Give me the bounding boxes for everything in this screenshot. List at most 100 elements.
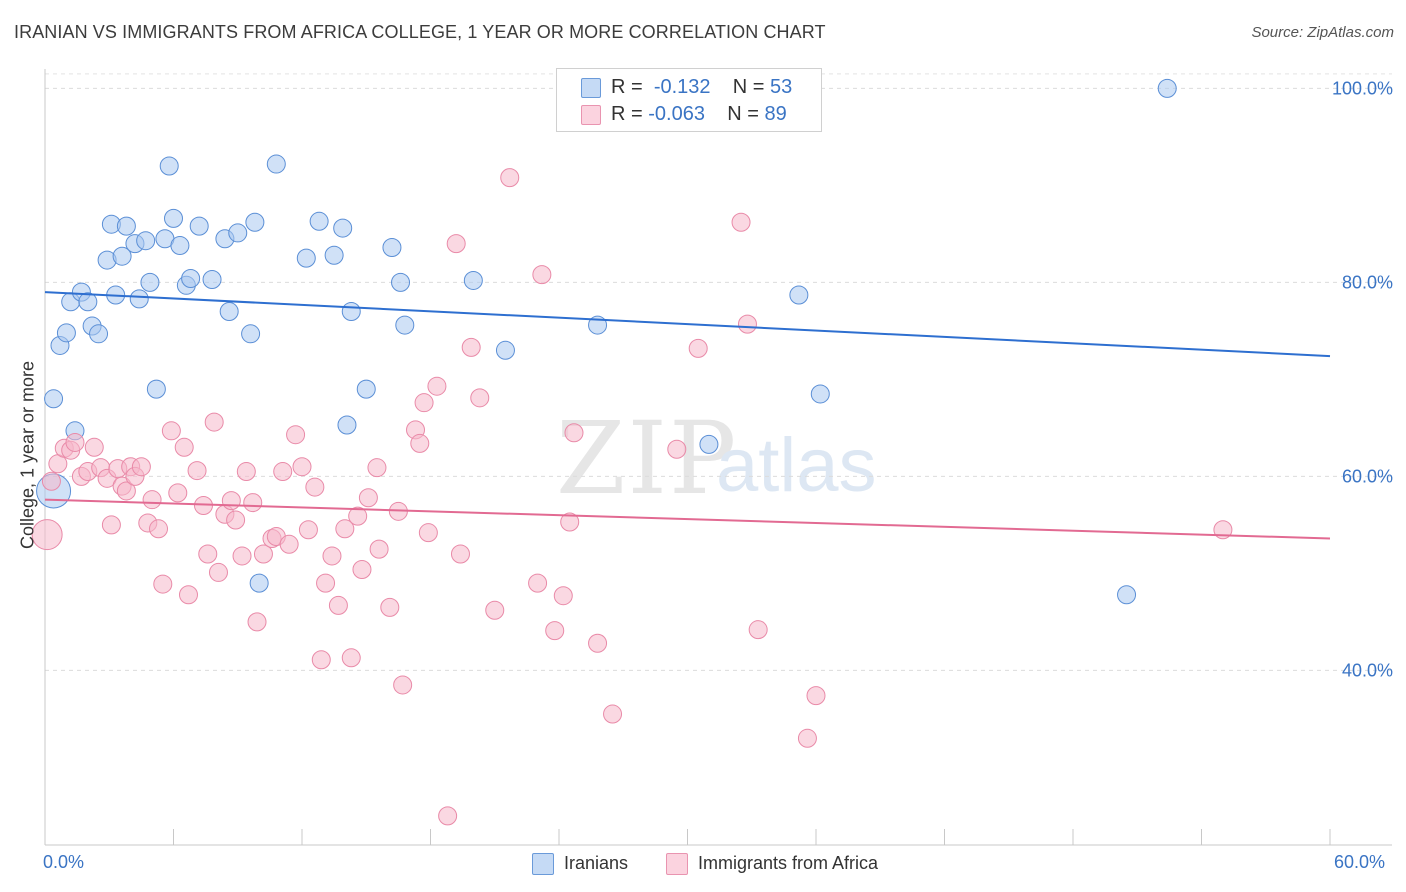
legend-label-iranians: Iranians <box>564 853 629 873</box>
point-africa <box>748 620 768 640</box>
point-iranians <box>810 384 830 404</box>
point-iranians <box>140 272 160 292</box>
point-iranians <box>44 389 64 409</box>
point-africa <box>221 491 241 511</box>
point-africa <box>198 544 218 564</box>
point-africa <box>41 471 61 491</box>
point-africa <box>528 573 548 593</box>
r-value-africa: -0.063 <box>648 103 705 125</box>
y-tick-label: 80.0% <box>1342 272 1393 292</box>
point-africa <box>427 376 447 396</box>
point-iranians <box>382 237 402 257</box>
point-iranians <box>1117 585 1137 605</box>
point-africa <box>341 648 361 668</box>
point-africa <box>84 437 104 457</box>
point-africa <box>797 728 817 748</box>
point-africa <box>208 562 228 582</box>
point-africa <box>273 462 293 482</box>
point-africa <box>603 704 623 724</box>
point-africa <box>178 585 198 605</box>
point-africa <box>316 573 336 593</box>
point-iranians <box>228 223 248 243</box>
point-iranians <box>189 216 209 236</box>
point-africa <box>243 493 263 513</box>
point-africa <box>101 515 121 535</box>
point-africa <box>335 519 355 539</box>
point-africa <box>369 539 389 559</box>
n-label: N = <box>727 103 759 125</box>
point-africa <box>149 519 169 539</box>
point-africa <box>298 520 318 540</box>
point-africa <box>168 483 188 503</box>
n-value-africa: 89 <box>764 103 787 125</box>
point-africa <box>286 425 306 445</box>
point-africa <box>247 612 267 632</box>
point-iranians <box>202 269 222 289</box>
point-africa <box>461 337 481 357</box>
y-tick-label: 60.0% <box>1342 466 1393 486</box>
watermark-atlas: atlas <box>716 423 877 508</box>
point-iranians <box>1157 78 1177 98</box>
point-iranians <box>89 324 109 344</box>
point-africa <box>410 433 430 453</box>
point-africa <box>187 461 207 481</box>
point-iranians <box>170 236 190 256</box>
point-iranians <box>333 218 353 238</box>
point-iranians <box>164 208 183 228</box>
point-africa <box>380 597 400 617</box>
point-africa <box>532 265 552 285</box>
point-africa <box>564 423 584 443</box>
point-africa <box>161 421 181 441</box>
legend-swatch-iranians <box>532 853 554 875</box>
point-iranians <box>245 212 265 232</box>
point-africa <box>311 650 331 670</box>
point-africa <box>688 338 708 358</box>
point-africa <box>292 457 312 477</box>
point-iranians <box>341 302 361 321</box>
point-africa <box>65 432 85 452</box>
point-iranians <box>56 323 76 343</box>
point-africa <box>446 234 466 254</box>
point-africa <box>553 586 573 606</box>
point-iranians <box>391 272 411 292</box>
point-africa <box>737 314 757 334</box>
stats-legend-box: R = -0.132 N = 53 R = -0.063 N = 89 <box>556 68 822 132</box>
point-africa <box>232 546 252 566</box>
point-africa <box>204 412 224 432</box>
point-iranians <box>789 285 809 305</box>
point-africa <box>322 546 342 566</box>
point-africa <box>328 595 348 615</box>
chart-title: IRANIAN VS IMMIGRANTS FROM AFRICA COLLEG… <box>14 22 826 42</box>
point-iranians <box>266 154 286 174</box>
point-africa <box>31 519 63 551</box>
trendline-iranians <box>44 291 1331 358</box>
x-tick-label-max: 60.0% <box>1334 852 1386 872</box>
point-iranians <box>296 248 316 268</box>
point-iranians <box>356 379 376 399</box>
point-africa <box>352 560 372 580</box>
point-iranians <box>241 324 261 344</box>
point-iranians <box>495 340 515 360</box>
point-iranians <box>249 573 269 593</box>
point-africa <box>253 544 273 564</box>
stats-swatch-africa <box>581 105 601 125</box>
point-africa <box>393 675 413 695</box>
point-iranians <box>395 315 415 335</box>
point-iranians <box>463 270 483 290</box>
n-value-iranians: 53 <box>770 76 793 98</box>
point-africa <box>806 686 826 706</box>
chart-source: Source: ZipAtlas.com <box>1251 24 1394 41</box>
point-africa <box>731 212 751 232</box>
point-africa <box>174 437 194 457</box>
r-value-iranians: -0.132 <box>653 76 711 98</box>
point-africa <box>131 457 151 477</box>
point-africa <box>450 544 470 564</box>
point-africa <box>418 523 438 543</box>
point-iranians <box>136 231 156 251</box>
watermark-zip: ZIP <box>556 400 739 517</box>
r-label: R = <box>611 103 643 125</box>
point-africa <box>470 388 490 408</box>
y-tick-label: 40.0% <box>1342 660 1393 680</box>
point-africa <box>142 490 162 510</box>
legend-swatch-africa <box>666 853 688 875</box>
